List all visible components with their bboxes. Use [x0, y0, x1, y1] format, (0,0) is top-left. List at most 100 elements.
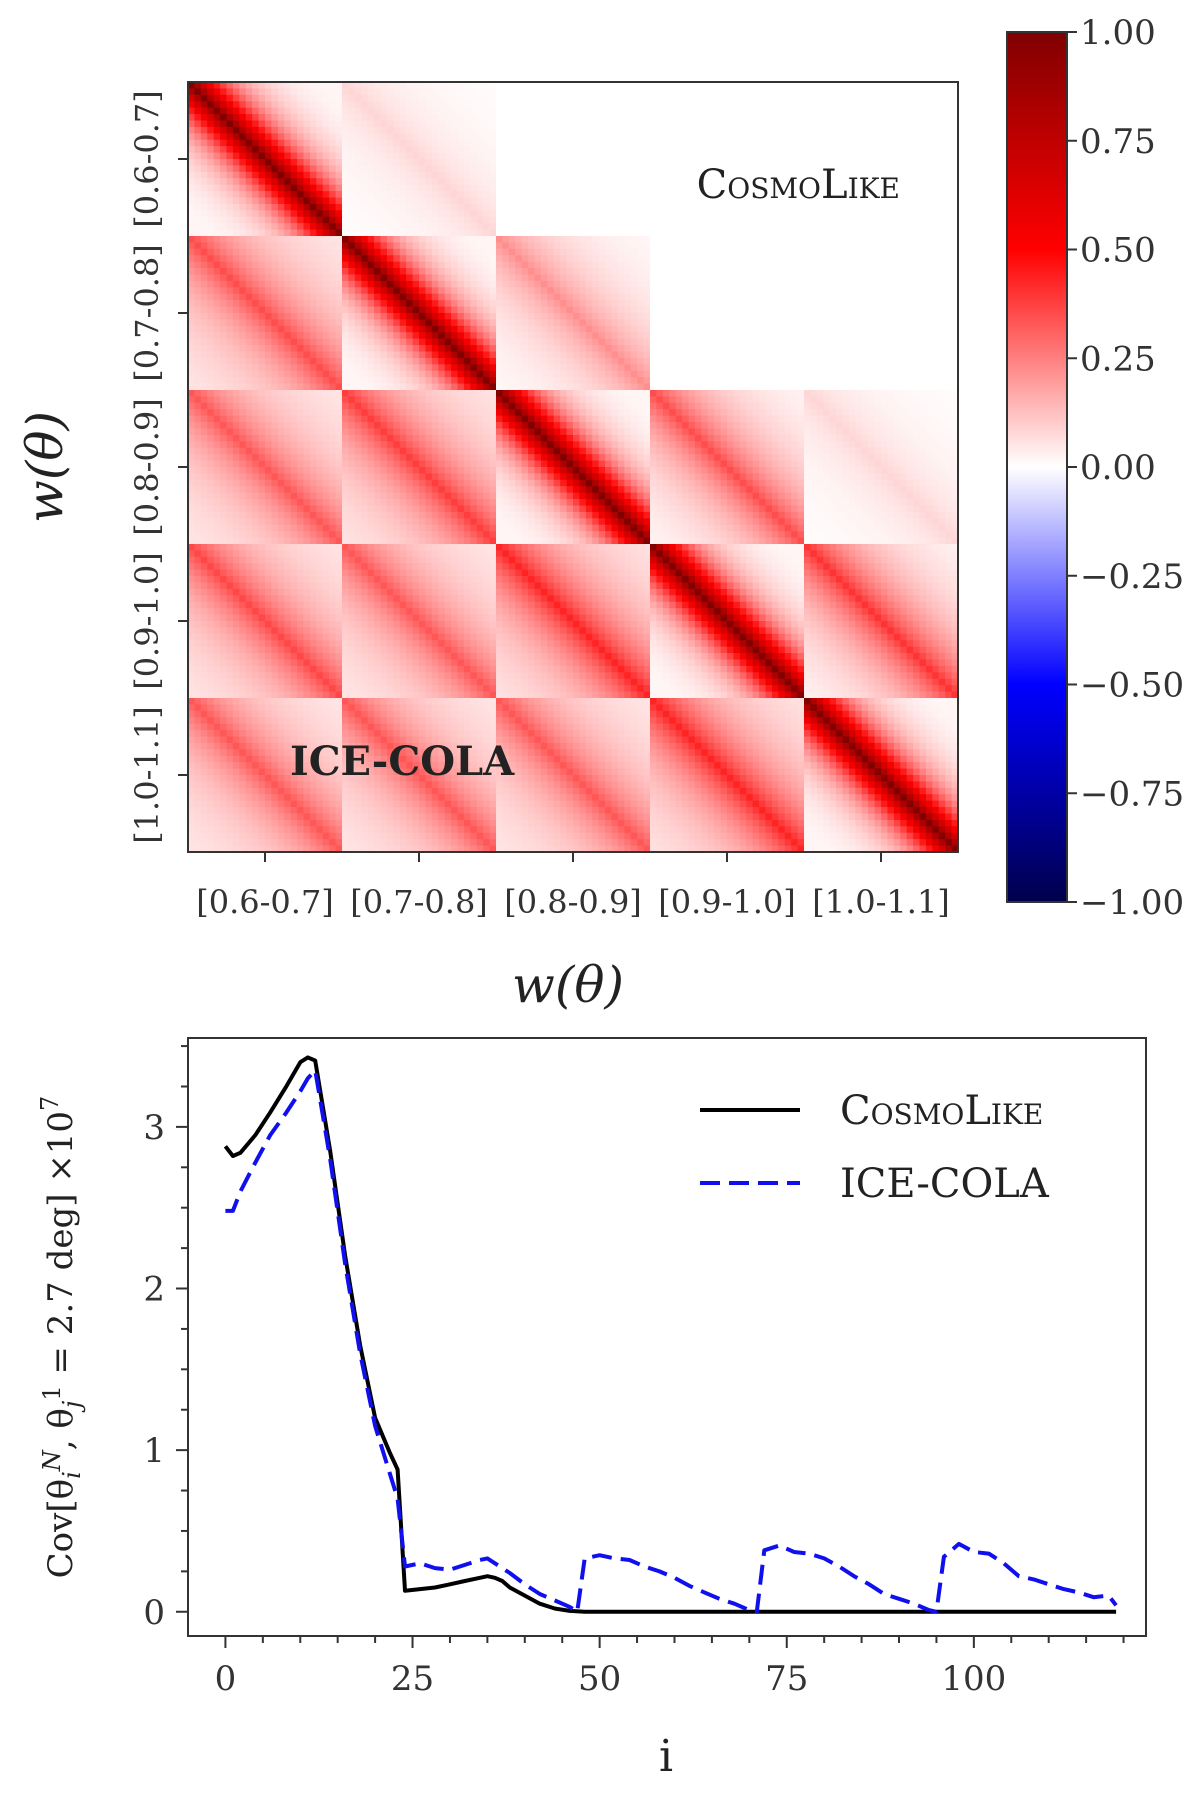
heatmap-cell [643, 325, 651, 333]
heatmap-cell [784, 191, 792, 198]
heatmap-cell [425, 107, 433, 115]
heatmap-cell [714, 82, 721, 89]
heatmap-cell [457, 300, 465, 307]
heatmap-cell [425, 338, 433, 346]
heatmap-cell [573, 165, 580, 173]
heatmap-cell [309, 114, 317, 121]
heatmap-cell [303, 146, 311, 153]
heatmap-cell [823, 133, 831, 141]
heatmap-cell [309, 210, 317, 218]
heatmap-cell [592, 274, 600, 282]
heatmap-cell [733, 216, 741, 224]
heatmap-cell [476, 114, 484, 121]
heatmap-cell [605, 236, 612, 243]
heatmap-cell [220, 319, 227, 327]
heatmap-cell [232, 216, 240, 224]
heatmap-cell [496, 197, 503, 205]
heatmap-cell [200, 287, 208, 295]
heatmap-cell [239, 338, 247, 346]
heatmap-cell [188, 268, 195, 275]
heatmap-cell [881, 216, 888, 224]
heatmap-cell [194, 293, 202, 301]
heatmap-cell [528, 165, 535, 173]
heatmap-cell [553, 82, 561, 89]
heatmap-cell [361, 101, 369, 109]
heatmap-cell [720, 210, 728, 218]
heatmap-cell [624, 236, 632, 243]
heatmap-cell [508, 248, 516, 256]
heatmap-cell [502, 101, 510, 109]
heatmap-cell [316, 248, 324, 256]
heatmap-cell [188, 242, 195, 250]
heatmap-cell [752, 274, 760, 282]
heatmap-cell [200, 223, 208, 230]
heatmap-cell [573, 274, 580, 282]
heatmap-cell [829, 191, 837, 198]
heatmap-cell [707, 319, 715, 327]
heatmap-cell [752, 139, 760, 147]
heatmap-cell [393, 203, 401, 211]
heatmap-cell [605, 171, 612, 179]
heatmap-cell [361, 165, 369, 173]
heatmap-cell [881, 114, 888, 121]
heatmap-cell [354, 287, 362, 295]
heatmap-cell [823, 223, 831, 230]
heatmap-cell [463, 332, 471, 340]
heatmap-cell [836, 268, 843, 275]
heatmap-cell [367, 242, 375, 250]
heatmap-cell [682, 248, 689, 256]
heatmap-cell [508, 203, 516, 211]
heatmap-cell [265, 313, 272, 320]
heatmap-cell [329, 171, 336, 179]
heatmap-cell [804, 300, 811, 307]
heatmap-cell [566, 300, 574, 307]
heatmap-cell [720, 255, 728, 263]
heatmap-cell [367, 325, 375, 333]
heatmap-cell [714, 184, 721, 192]
heatmap-cell [508, 242, 516, 250]
heatmap-cell [245, 223, 253, 230]
heatmap-cell [810, 88, 818, 96]
heatmap-cell [861, 229, 869, 237]
heatmap-cell [560, 306, 567, 314]
heatmap-cell [836, 152, 843, 160]
heatmap-cell [945, 101, 952, 109]
heatmap-cell [605, 94, 612, 102]
heatmap-cell [932, 300, 940, 307]
heatmap-cell [329, 133, 336, 141]
heatmap-cell [284, 171, 292, 179]
heatmap-cell [528, 197, 535, 205]
heatmap-cell [739, 332, 747, 340]
heatmap-cell [778, 306, 786, 314]
heatmap-cell [342, 248, 349, 256]
heatmap-cell [797, 319, 805, 327]
heatmap-cell [675, 313, 683, 320]
heatmap-cell [412, 242, 420, 250]
heatmap-cell [489, 325, 497, 333]
heatmap-cell [765, 126, 773, 134]
heatmap-cell [483, 248, 490, 256]
heatmap-cell [701, 236, 709, 243]
heatmap-cell [746, 165, 754, 173]
heatmap-cell [669, 268, 677, 275]
heatmap-cell [752, 293, 760, 301]
heatmap-cell [617, 82, 625, 89]
heatmap-cell [252, 120, 259, 128]
heatmap-cell [707, 274, 715, 282]
heatmap-cell [694, 236, 702, 243]
heatmap-cell [232, 210, 240, 218]
heatmap-cell [694, 242, 702, 250]
heatmap-cell [861, 287, 869, 295]
heatmap-cell [868, 171, 875, 179]
heatmap-cell [598, 152, 606, 160]
heatmap-cell [508, 229, 516, 237]
heatmap-cell [797, 146, 805, 153]
heatmap-cell [656, 274, 664, 282]
heatmap-cell [329, 306, 336, 314]
heatmap-cell [720, 287, 728, 295]
heatmap-cell [483, 332, 490, 340]
heatmap-cell [502, 332, 510, 340]
heatmap-cell [252, 223, 259, 230]
heatmap-cell [848, 114, 856, 121]
heatmap-cell [887, 184, 895, 192]
